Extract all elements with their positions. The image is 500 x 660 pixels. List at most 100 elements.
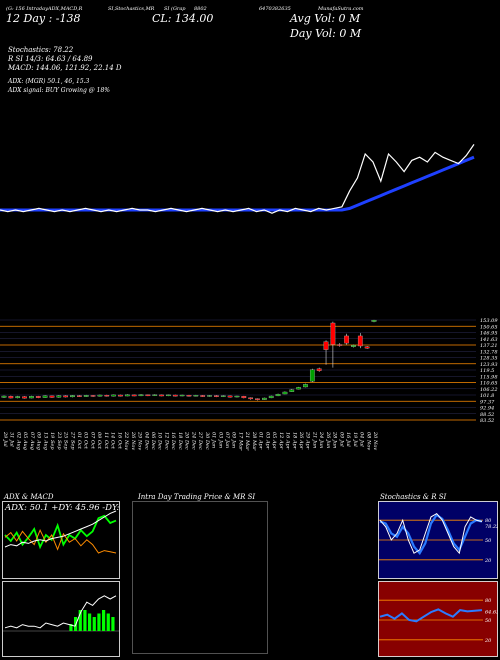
candle-body	[371, 319, 377, 322]
candle-body	[49, 395, 55, 398]
date-tick-label: 09 Aug	[36, 432, 42, 450]
date-tick-label: 05 Apr	[271, 432, 277, 450]
date-tick-label: 24 Dec	[190, 431, 196, 450]
macd-histogram-bar	[83, 610, 87, 631]
candle-body	[275, 394, 281, 397]
header-adx: ADX: (MGR) 50.1, 46, 15.3	[8, 78, 90, 85]
price-tick-label: 132.78	[480, 349, 498, 355]
rsi-level-label: 80	[485, 598, 492, 604]
candle-body	[207, 395, 212, 397]
date-tick-label: 09 Oct	[96, 432, 102, 450]
date-tick-label: 26 Jun	[325, 431, 331, 448]
candle-body	[303, 384, 308, 388]
stoch-level-label: 50	[485, 538, 492, 544]
candle-body	[29, 396, 34, 399]
macd-histogram-bar	[102, 610, 106, 631]
adx-macd-title: ADX & MACD	[4, 493, 54, 501]
date-tick-label: 07 Jan	[224, 432, 230, 448]
candle-body	[83, 395, 89, 397]
macd-line	[4, 595, 117, 629]
price-tick-label: 88.52	[480, 412, 494, 418]
average-line	[0, 155, 475, 212]
date-tick-label: 24 Jun	[318, 431, 324, 448]
candle-body	[200, 395, 206, 397]
candle-body	[309, 369, 315, 382]
date-tick-label: 03 Oct	[83, 432, 89, 450]
header-day-vol: Day Vol: 0 M	[290, 27, 362, 40]
adx-annotation: ADX: 50.1 +DY: 45.96 -DY: 15.25	[4, 503, 120, 513]
date-tick-label: 18 Dec	[177, 432, 183, 450]
date-tick-label: 19 Sep	[49, 432, 55, 450]
date-tick-label: 04 Dec	[143, 432, 149, 450]
date-tick-label: 02 Aug	[15, 432, 21, 450]
header-avg-vol: Avg Vol: 0 M	[290, 12, 361, 25]
rsi-level-label: 20	[484, 638, 492, 644]
rsi-level-label: 50	[485, 618, 492, 624]
candle-body	[357, 335, 363, 347]
candle-body	[172, 394, 178, 397]
candle-body	[248, 397, 254, 400]
stoch-rsi-title: Stochastics & R SI	[380, 493, 447, 501]
candle-body	[90, 395, 96, 397]
date-tick-label: 30 Dec	[204, 432, 210, 450]
price-tick-label: 101.8	[480, 393, 494, 399]
date-tick-label: 19 Jul	[352, 432, 358, 447]
rsi-panel: 80 64.63 50 20	[378, 581, 498, 657]
price-tick-label: 92.94	[480, 406, 494, 412]
candle-body	[220, 395, 226, 397]
header-symbol-value: 8802	[194, 6, 207, 12]
date-tick-label: 13 Aug	[42, 432, 48, 450]
date-tick-label: 08 Nov	[365, 432, 371, 450]
date-tick-label: 17 Mar	[237, 432, 243, 451]
price-tick-label: 128.35	[480, 356, 498, 362]
header-close: CL: 134.00	[152, 12, 214, 25]
candle-body	[193, 395, 199, 397]
candle-body	[186, 395, 192, 397]
candle-body	[15, 396, 21, 399]
date-tick-label: 01 Apr	[258, 432, 264, 450]
date-tick-label: 05 Aug	[22, 432, 28, 450]
candle-body	[152, 394, 158, 396]
candle-body	[296, 387, 301, 390]
price-line	[0, 144, 475, 214]
price-line-chart	[0, 144, 475, 214]
candle-body	[214, 395, 219, 397]
header-id: 6470382635	[259, 6, 291, 12]
intraday-panel	[132, 501, 268, 654]
date-tick-label: 18 Apr	[291, 432, 297, 450]
macd-histogram-bar	[111, 617, 115, 631]
header-rsi: R SI 14/3: 64.63 / 64.89	[8, 55, 93, 63]
date-tick-label: 26 Apr	[298, 431, 304, 450]
date-tick-label: 01 Jan	[211, 432, 217, 448]
adx-series-line	[4, 528, 117, 554]
price-tick-label: 83.52	[480, 418, 494, 424]
macd-histogram-bar	[92, 617, 96, 631]
stoch-signal-line	[379, 513, 483, 556]
candle-body	[118, 394, 123, 397]
date-tick-label: 25 Sep	[63, 431, 69, 450]
date-tick-label: 10 Dec	[157, 432, 163, 450]
candlestick-chart: 153.09150.65146.95141.63137.21132.78128.…	[0, 318, 498, 424]
date-tick-label: 27 Dec	[197, 431, 203, 450]
candle-body	[35, 396, 41, 398]
candle-body	[351, 345, 356, 347]
intraday-title: Intra Day Trading Price & MR SI	[138, 493, 256, 501]
header-site: MunafaSutra.com	[318, 6, 364, 12]
candle-body	[337, 344, 343, 346]
candle-body	[316, 368, 322, 371]
candle-body	[42, 395, 48, 398]
candle-body	[77, 395, 82, 397]
stoch-line	[379, 512, 483, 555]
price-tick-label: 97.37	[480, 399, 495, 405]
macd-histogram-bar	[106, 613, 110, 631]
candle-body	[63, 395, 69, 398]
price-tick-label: 115.98	[480, 374, 498, 380]
date-tick-label: 01 Oct	[76, 432, 82, 450]
candle-body	[344, 335, 349, 344]
date-tick-label: 03 Jan	[217, 432, 223, 448]
candle-body	[145, 394, 151, 397]
price-tick-label: 141.63	[480, 337, 498, 343]
date-tick-label: 20 Nov	[372, 431, 378, 450]
intraday-frame	[132, 501, 268, 654]
macd-histogram-bar	[78, 610, 82, 631]
